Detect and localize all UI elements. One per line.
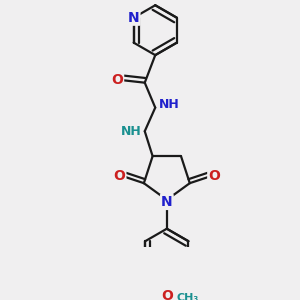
- Text: N: N: [128, 11, 140, 25]
- Text: O: O: [111, 73, 123, 87]
- Text: NH: NH: [159, 98, 180, 112]
- Text: O: O: [113, 169, 125, 183]
- Text: NH: NH: [121, 125, 142, 138]
- Text: N: N: [161, 195, 172, 209]
- Text: O: O: [208, 169, 220, 183]
- Text: O: O: [161, 289, 173, 300]
- Text: CH₃: CH₃: [177, 293, 199, 300]
